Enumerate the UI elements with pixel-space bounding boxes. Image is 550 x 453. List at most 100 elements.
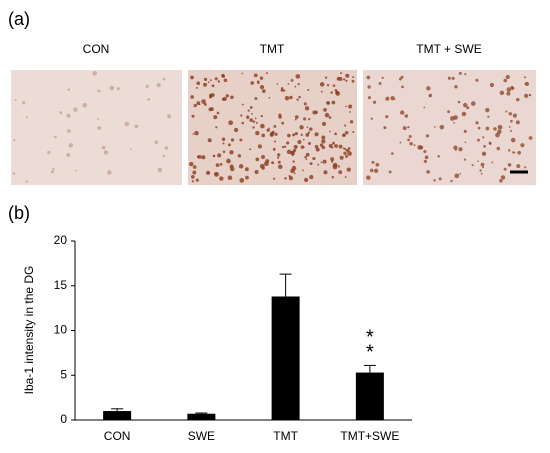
cell (291, 154, 294, 157)
cell (259, 85, 265, 90)
cell (239, 178, 245, 183)
cell (284, 177, 287, 180)
cell (215, 126, 218, 129)
cell (223, 78, 228, 83)
cell (266, 128, 270, 132)
cell (294, 132, 298, 136)
cell (309, 162, 313, 166)
cell (302, 169, 304, 172)
cell (413, 144, 416, 147)
error-bar (279, 273, 292, 297)
cell (66, 113, 71, 118)
cell (66, 152, 71, 157)
cell (320, 161, 323, 164)
cell (326, 101, 330, 105)
cell (424, 155, 429, 160)
cell (59, 111, 63, 115)
image-label: CON (83, 42, 110, 56)
cell (511, 86, 515, 90)
cell (68, 143, 74, 148)
cell (437, 154, 440, 158)
cell (67, 88, 71, 91)
cell (477, 160, 479, 163)
cell (260, 114, 263, 118)
cell (366, 75, 371, 80)
cell (145, 84, 149, 89)
cell (367, 96, 371, 100)
cell (154, 140, 159, 145)
cell (342, 133, 346, 138)
cell (351, 79, 355, 83)
cell (203, 83, 206, 85)
panel-label: (a) (8, 9, 30, 29)
cell (475, 121, 479, 125)
cell (324, 112, 330, 118)
cell (334, 144, 338, 148)
error-bar (195, 412, 208, 414)
cell (426, 170, 430, 174)
cell (398, 77, 402, 81)
cell (21, 101, 26, 105)
cell (265, 72, 268, 75)
cell (269, 132, 274, 137)
cell (453, 115, 458, 120)
cell (287, 133, 291, 138)
cell (346, 148, 350, 153)
y-tick-label: 0 (60, 412, 67, 426)
micrograph (11, 70, 182, 185)
cell (307, 88, 310, 91)
cell (508, 126, 511, 128)
cell (304, 155, 307, 159)
cell (319, 82, 325, 87)
cell (261, 166, 265, 170)
cell (257, 144, 262, 149)
cell (488, 141, 492, 145)
cell (14, 99, 17, 101)
cell (378, 82, 382, 86)
cell (230, 138, 235, 142)
cell (216, 111, 220, 115)
cell (217, 153, 222, 158)
y-tick-label: 10 (54, 323, 68, 337)
cell (228, 120, 234, 126)
cell (196, 86, 198, 89)
cell (272, 147, 276, 151)
cell (408, 135, 412, 138)
cell (214, 77, 218, 81)
cell (73, 107, 78, 112)
cell (213, 115, 218, 120)
cell (345, 154, 349, 158)
x-tick-label: TMT+SWE (340, 429, 399, 443)
cell (321, 121, 327, 126)
cell (328, 143, 333, 148)
cell (244, 167, 249, 172)
cell (366, 175, 371, 180)
cell (254, 117, 257, 120)
cell (499, 178, 503, 183)
cell (67, 129, 71, 133)
cell (338, 77, 343, 82)
cell (481, 151, 487, 156)
cell (458, 71, 462, 75)
cell (367, 85, 371, 89)
cell (495, 132, 500, 138)
cell (303, 102, 307, 106)
cell (425, 134, 430, 138)
cell (423, 149, 427, 154)
cell (54, 135, 57, 139)
cell (321, 139, 326, 144)
bar (187, 413, 216, 420)
image-label: TMT (260, 42, 285, 56)
cell (500, 175, 506, 180)
cell (277, 156, 280, 159)
cell (293, 144, 298, 150)
cell (280, 88, 284, 92)
cell (292, 133, 296, 137)
cell (287, 83, 290, 85)
cell (330, 157, 335, 162)
cell (260, 123, 265, 129)
cell (134, 124, 139, 129)
cell (491, 161, 494, 164)
cell (347, 151, 352, 156)
